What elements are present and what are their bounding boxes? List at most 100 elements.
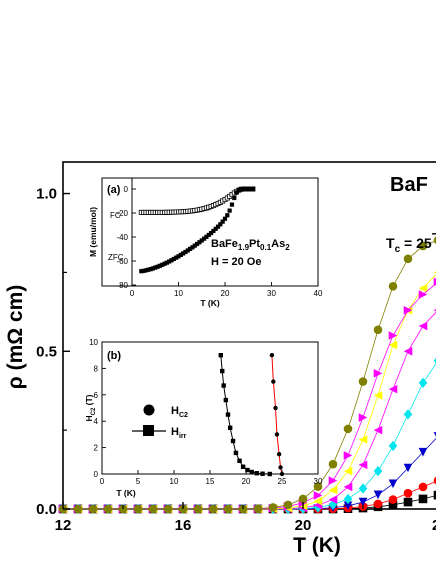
main-chart-subtitle: Tc = 25 [386,235,432,255]
data-point [73,504,83,514]
zfc-point [155,264,160,269]
data-point [403,488,413,498]
fc-annotation: FC [110,211,121,220]
zfc-point [213,226,218,231]
zfc-point [153,265,158,270]
data-point [313,491,323,500]
inset-b-x-tick-label: 30 [314,477,323,486]
data-point [298,494,308,504]
data-point [388,440,398,452]
y-tick-label: 1.0 [36,186,57,203]
main-data-marks [58,232,436,515]
legend-hc2-label: HC2 [171,405,188,419]
inset-a-x-tick-label: 0 [130,289,135,298]
hirr-point [230,438,236,444]
inset-b-x-tick-label: 20 [242,477,251,486]
zfc-point [174,255,179,260]
inset-b-x-tick-label: 25 [278,477,287,486]
zfc-point [243,186,249,192]
data-point [418,290,428,299]
zfc-point [201,236,207,241]
data-point [268,503,278,512]
hirr-point [233,450,239,456]
data-point [373,325,383,335]
zfc-point [157,263,162,268]
data-point [433,277,436,287]
zfc-point [143,268,149,273]
data-point [388,340,398,350]
main-x-axis: 12 16 20 2 [55,502,436,534]
inset-b-y-tick-label: 4 [94,417,99,426]
data-point [373,499,383,509]
zfc-point [218,222,223,227]
compound-annotation: BaFe1.9Pt0.1As2 [211,238,290,252]
inset-b-y-tick-label: 0 [94,470,99,479]
inset-a-y-tick-label: 0 [124,185,129,194]
zfc-point [204,234,209,239]
zfc-point [241,186,246,192]
hc2-point [271,379,276,384]
data-point [373,465,383,477]
hc2-point [278,465,283,470]
normal-state-guide-line [431,232,436,235]
legend-hc2-marker [143,404,155,416]
inset-b-x-axis-label: T (K) [116,488,136,498]
data-point [103,504,113,514]
inset-a-x-tick-label: 40 [314,289,323,298]
zfc-point [183,249,188,255]
data-point [343,501,353,511]
data-point [388,479,398,489]
zfc-point [208,230,214,236]
data-point [433,476,436,485]
zfc-point [234,190,239,195]
data-point [433,432,436,437]
data-point [388,495,398,504]
data-point [328,476,338,485]
hc2-point [276,452,282,457]
main-plot: 0.00.51.0 1216202 ρ (mΩ cm) T (K) BaF Tc… [4,161,436,557]
main-y-axis-label: ρ (mΩ cm) [4,285,27,390]
zfc-point [171,256,176,262]
hirr-point [245,467,250,473]
data-point [358,435,368,444]
data-point [388,331,398,340]
inset-b-axes: 0 2 4 6 8 10 0 5 10 15 20 25 30 [89,338,323,486]
data-point [208,504,218,514]
data-point [403,346,413,356]
data-point [388,500,398,510]
data-point [193,504,203,514]
zfc-point [220,219,225,224]
inset-b-legend: HC2 Hirr [132,404,188,440]
main-y-axis: 0.0 0.5 1.0 [36,186,70,518]
inset-b-x-tick-label: 15 [206,477,215,486]
data-point [223,504,233,514]
data-point [358,377,368,386]
hirr-point [254,471,259,476]
inset-b-y-tick-label: 6 [94,391,99,400]
zfc-point [139,269,144,274]
data-point [403,463,413,473]
data-point [343,451,353,460]
zfc-point [248,186,253,192]
legend-hirr-marker [143,425,154,436]
zfc-point [232,195,237,201]
data-point [418,482,428,492]
x-tick-label: 12 [55,517,72,534]
zfc-point [146,267,151,272]
zfc-point [178,252,183,257]
data-point [328,459,338,469]
x-tick-label: 20 [295,517,312,534]
inset-b-x-tick-label: 10 [170,477,179,486]
data-point [358,497,368,507]
inset-a-panel-label: (a) [107,184,121,196]
hirr-point [267,471,272,477]
zfc-point [250,186,255,192]
inset-a-data-marks [138,186,256,274]
data-point [433,236,436,245]
inset-a-axes: 0-20-40-60-800 10 20 30 40 [116,178,323,298]
data-point [418,494,428,504]
zfc-point [222,216,228,221]
hirr-point [225,412,231,417]
zfc-point [181,251,186,256]
